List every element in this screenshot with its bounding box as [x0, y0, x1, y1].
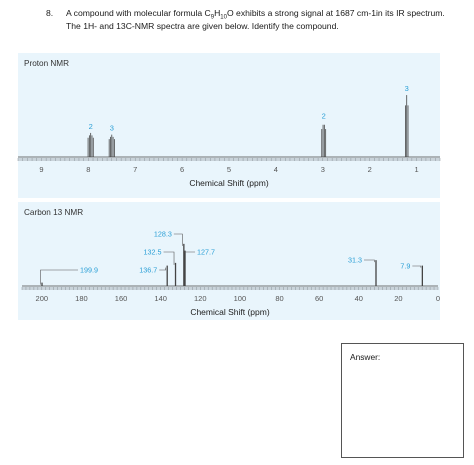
peak-leader — [363, 259, 375, 263]
x-tick-label: 100 — [234, 294, 247, 303]
proton-nmr-spectrum: 9 8 7 6 5 4 3 2 1 Chemical Shift (ppm) 2 3 2 3 — [17, 84, 441, 188]
proton-nmr-panel: Proton NMR 9 8 7 6 5 4 3 2 1 Chemical Shift (ppm)… — [17, 53, 441, 198]
x-tick-label: 40 — [355, 294, 363, 303]
question-line-1-suffix: exhibits a strong signal at 1687 cm-1in … — [233, 8, 445, 18]
x-tick-label: 2 — [368, 165, 372, 174]
peak-label: 199.9 — [80, 266, 98, 275]
peak-leader — [40, 269, 79, 285]
integration-label: 3 — [405, 84, 409, 93]
x-tick-label: 120 — [194, 294, 207, 303]
x-tick-label: 180 — [75, 294, 88, 303]
carbon-nmr-panel: Carbon 13 NMR 200 180 160 140 120 100 80 60 40 20… — [18, 202, 440, 320]
x-tick-label: 7 — [133, 165, 137, 174]
x-tick-label: 0 — [436, 294, 440, 303]
x-axis-title: Chemical Shift (ppm) — [190, 307, 270, 317]
x-tick-label: 3 — [321, 165, 325, 174]
x-tick-label: 200 — [36, 294, 49, 303]
peak-label: 7.9 — [400, 262, 410, 271]
peak-label: 127.7 — [197, 248, 215, 257]
question-line-1: A compound with molecular formula C9H10O… — [66, 7, 445, 25]
question-line-2: The 1H- and 13C-NMR spectra are given be… — [66, 21, 339, 31]
peak-leader — [183, 251, 196, 253]
peak-leader — [173, 233, 183, 246]
peak-label: 136.7 — [139, 266, 157, 275]
peak-leader — [163, 251, 175, 265]
question-number: 8. — [46, 8, 54, 18]
integration-label: 2 — [322, 112, 326, 121]
x-tick-label: 9 — [39, 165, 43, 174]
x-axis-title: Chemical Shift (ppm) — [189, 178, 269, 188]
x-tick-label: 6 — [180, 165, 184, 174]
formula-h: H — [214, 8, 221, 18]
question-line-1-prefix: A compound with molecular formula C — [66, 8, 211, 18]
peak-label: 31.3 — [348, 256, 362, 265]
formula-h-subscript: 10 — [220, 14, 227, 21]
x-tick-label: 1 — [414, 165, 418, 174]
x-tick-label: 140 — [154, 294, 167, 303]
x-tick-label: 5 — [227, 165, 231, 174]
peak-label: 128.3 — [154, 230, 172, 239]
x-tick-label: 160 — [115, 294, 128, 303]
x-tick-label: 60 — [315, 294, 323, 303]
proton-nmr-title: Proton NMR — [24, 59, 70, 68]
integration-label: 3 — [110, 124, 114, 133]
formula-o: O — [226, 8, 234, 18]
peak-label: 132.5 — [144, 248, 162, 257]
axis-strip — [22, 287, 438, 290]
x-tick-label: 80 — [275, 294, 283, 303]
peak-leader — [412, 265, 422, 268]
formula-c-subscript: 9 — [210, 14, 215, 21]
peak-leader — [159, 267, 167, 271]
answer-label: Answer: — [350, 352, 381, 362]
carbon-nmr-title: Carbon 13 NMR — [24, 208, 84, 217]
integration-label: 2 — [89, 122, 93, 131]
x-tick-label: 20 — [394, 294, 402, 303]
x-tick-label: 8 — [86, 165, 90, 174]
x-tick-label: 4 — [274, 165, 278, 174]
answer-box[interactable]: Answer: — [341, 343, 464, 458]
